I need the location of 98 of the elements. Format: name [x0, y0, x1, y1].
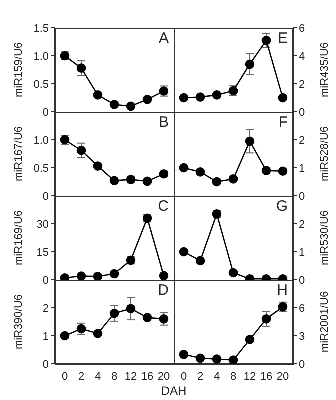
x-tick-label: 4	[94, 370, 102, 383]
annotation: F	[278, 114, 288, 131]
point	[142, 95, 152, 104]
point	[76, 272, 86, 280]
x-tick-label: 4	[214, 370, 220, 383]
x-tick-label: 20	[276, 370, 290, 383]
annotation: A	[158, 30, 169, 47]
y-tick-label: 0.5	[34, 78, 49, 91]
point	[196, 256, 206, 266]
y2-tick-label: 4	[299, 50, 306, 63]
x-axis-title: DAH	[160, 384, 188, 398]
y-tick-label: 0	[42, 274, 49, 287]
point	[228, 356, 238, 364]
y2-tick-label: 3	[299, 330, 306, 343]
y-tick-label: 0	[42, 190, 49, 203]
point	[142, 313, 152, 322]
point	[196, 92, 206, 102]
y2-axis-title: miR2001/U6	[318, 291, 331, 353]
y2-tick-label: 2	[299, 218, 306, 231]
point	[179, 247, 189, 257]
point	[159, 271, 169, 280]
y2-tick-label: 1	[299, 246, 306, 259]
y-tick-label: 1.0	[34, 134, 49, 147]
y2-tick-label: 0	[299, 274, 306, 287]
point	[228, 268, 238, 278]
point	[262, 166, 272, 176]
point	[93, 162, 103, 171]
point	[196, 354, 206, 364]
y-tick-label: 0	[42, 106, 49, 119]
point	[159, 314, 169, 324]
x-tick-label: 12	[124, 370, 138, 383]
point	[110, 269, 120, 279]
point	[228, 174, 238, 184]
y-axis-title: miR167/U6	[12, 126, 25, 182]
y2-axis-title: miR528/U6	[318, 126, 331, 182]
point	[212, 177, 222, 187]
point	[262, 314, 272, 324]
point	[179, 350, 189, 360]
y-tick-label: 30	[36, 218, 49, 231]
point	[245, 136, 255, 146]
y2-tick-label: 2	[299, 134, 306, 147]
y-tick-label: 1.5	[34, 22, 49, 35]
y-tick-label: 15	[36, 246, 49, 259]
x-tick-label: 16	[141, 370, 154, 383]
x-tick-label: 0	[180, 370, 188, 383]
x-tick-label: 8	[230, 370, 237, 383]
x-tick-label: 0	[62, 370, 68, 383]
y2-axis-title: miR435/U6	[318, 42, 331, 98]
point	[126, 102, 136, 112]
x-tick-label: 16	[260, 370, 273, 383]
y-tick-label: 1.0	[34, 50, 49, 63]
point	[142, 176, 152, 186]
y2-tick-label: 0	[299, 190, 306, 203]
y2-tick-label: 1	[299, 162, 306, 175]
y-tick-label: 0	[42, 358, 49, 371]
point	[278, 166, 288, 176]
y2-tick-label: 0	[299, 106, 306, 119]
y2-tick-label: 6	[299, 22, 306, 35]
point	[93, 90, 103, 100]
y-tick-label: 2	[42, 302, 49, 315]
point	[126, 304, 136, 314]
point	[262, 36, 272, 46]
annotation: H	[277, 282, 288, 299]
y2-tick-label: 2	[299, 78, 306, 91]
y-tick-label: 0.5	[34, 162, 49, 175]
point	[110, 100, 120, 110]
y2-axis-title: miR530/U6	[318, 210, 331, 266]
point	[76, 64, 86, 73]
point	[93, 272, 103, 280]
annotation: D	[158, 282, 169, 299]
point	[179, 163, 189, 173]
point	[245, 335, 255, 344]
point	[212, 354, 222, 364]
x-tick-label: 2	[78, 370, 85, 383]
point	[60, 331, 70, 341]
point	[179, 93, 189, 103]
annotation: E	[278, 30, 288, 47]
point	[245, 60, 255, 70]
y2-tick-label: 0	[299, 358, 306, 371]
x-tick-label: 12	[244, 370, 256, 383]
x-tick-label: 8	[111, 370, 118, 383]
y-axis-title: miR159/U6	[12, 42, 25, 98]
annotation: B	[158, 114, 169, 131]
y-axis-title: miR169/U6	[12, 210, 25, 266]
point	[196, 168, 206, 177]
point	[93, 329, 103, 338]
point	[278, 93, 288, 103]
point	[212, 90, 222, 100]
point	[76, 146, 86, 156]
x-tick-label: 20	[158, 370, 170, 383]
x-tick-label: 2	[197, 370, 204, 383]
y-tick-label: 1	[42, 330, 49, 343]
y-axis-title: miR390/U6	[12, 294, 25, 350]
annotation: C	[158, 198, 169, 215]
point	[110, 308, 120, 318]
annotation: G	[276, 198, 288, 215]
y2-tick-label: 6	[299, 302, 306, 315]
point	[110, 176, 120, 186]
